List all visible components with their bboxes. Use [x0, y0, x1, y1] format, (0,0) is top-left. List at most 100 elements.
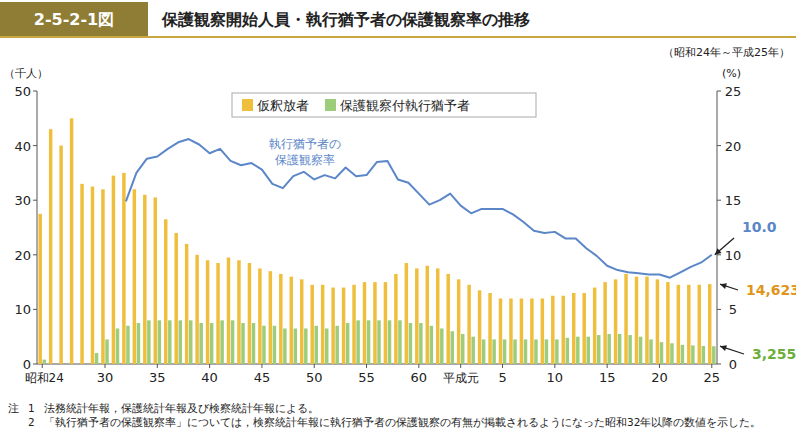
callout-head: [720, 283, 727, 289]
bar: [300, 279, 303, 364]
series-label: 保護観察率: [275, 153, 335, 167]
bar: [248, 263, 251, 364]
bar: [38, 214, 41, 364]
bar: [603, 282, 606, 364]
bar: [670, 343, 673, 364]
bar: [294, 329, 297, 364]
bar: [258, 268, 261, 364]
bar: [262, 326, 265, 364]
x-tick: [261, 364, 262, 368]
note-text: 法務統計年報，保護統計年報及び検察統計年報による。: [44, 401, 788, 415]
x-tick-label: 昭和24: [25, 371, 64, 385]
bar: [377, 320, 380, 364]
bar: [645, 277, 648, 364]
bar: [628, 335, 631, 364]
legend: 仮釈放者保護観察付執行猶予者: [232, 93, 536, 117]
bar: [241, 323, 244, 364]
bar: [367, 320, 370, 364]
bar: [541, 298, 544, 364]
bar: [356, 320, 359, 364]
header-box: [0, 2, 148, 36]
note: 2「執行猶予者の保護観察率」については，検察統計年報に執行猶予者の保護観察の有無…: [8, 415, 788, 429]
bar: [49, 129, 52, 364]
bar: [409, 323, 412, 364]
bar: [513, 339, 516, 364]
bar: [509, 298, 512, 364]
bar: [430, 326, 433, 364]
bar: [206, 260, 209, 364]
callout-arrow: [720, 346, 744, 354]
bar: [562, 296, 565, 364]
bar: [331, 288, 334, 364]
callout-arrow: [720, 284, 738, 290]
bar: [478, 290, 481, 364]
bar: [352, 285, 355, 364]
callout-arrow: [715, 238, 734, 255]
note: 注1法務統計年報，保護統計年報及び検察統計年報による。: [8, 401, 788, 415]
bar: [199, 323, 202, 364]
x-tick-label: 50: [306, 370, 323, 385]
y2-tick: [717, 364, 721, 365]
bar: [179, 320, 182, 364]
y2-tick-label: 15: [725, 193, 742, 208]
bar: [656, 279, 659, 364]
y-axis: [37, 91, 38, 364]
x-tick: [209, 364, 210, 368]
y-tick: [33, 254, 37, 255]
y2-tick: [717, 309, 721, 310]
bar: [426, 266, 429, 364]
x-tick-label: 5: [498, 370, 506, 385]
bar: [237, 260, 240, 364]
bar: [436, 268, 439, 364]
bar: [607, 334, 610, 364]
x-tick: [554, 364, 555, 368]
bar: [269, 271, 272, 364]
bar: [70, 118, 73, 364]
x-tick-label: 25: [703, 370, 720, 385]
bar: [310, 285, 313, 364]
bar: [227, 258, 230, 364]
bar: [283, 329, 286, 364]
chart: 2-5-2-1図保護観察開始人員・執行猶予者の保護観察率の推移（昭和24年～平成…: [0, 0, 796, 448]
x-tick-label: 平成元: [443, 371, 479, 385]
x-tick: [42, 364, 43, 368]
bar: [164, 219, 167, 364]
bar: [95, 353, 98, 364]
bar: [467, 285, 470, 364]
bar: [677, 285, 680, 364]
bar: [398, 320, 401, 364]
bar: [687, 285, 690, 364]
bar: [698, 285, 701, 364]
bar: [618, 334, 621, 364]
bar: [373, 282, 376, 364]
y2-tick-label: 25: [725, 84, 742, 99]
y-label: （千人）: [4, 67, 48, 80]
bar: [137, 323, 140, 364]
y-tick: [33, 309, 37, 310]
bar: [419, 323, 422, 364]
bar: [551, 296, 554, 364]
bar: [158, 320, 161, 364]
y-tick: [33, 91, 37, 92]
bar: [210, 323, 213, 364]
bar: [488, 293, 491, 364]
bar: [394, 274, 397, 364]
callout-label: 3,255: [752, 346, 796, 362]
bar: [503, 339, 506, 364]
bar: [405, 263, 408, 364]
subtitle: （昭和24年～平成25年）: [663, 46, 790, 59]
callout-label: 14,623: [746, 282, 796, 298]
bar: [440, 329, 443, 364]
bar: [482, 339, 485, 364]
line: [126, 139, 712, 278]
note-text: 「執行猶予者の保護観察率」については，検察統計年報に執行猶予者の保護観察の有無が…: [44, 415, 788, 429]
y2-tick-label: 20: [725, 139, 742, 154]
x-tick-label: 10: [547, 370, 564, 385]
bar: [384, 282, 387, 364]
bar: [708, 284, 711, 364]
bar: [133, 189, 136, 364]
bar: [195, 255, 198, 364]
bar: [101, 189, 104, 364]
y2-tick-label: 0: [729, 357, 737, 372]
bar: [524, 339, 527, 364]
